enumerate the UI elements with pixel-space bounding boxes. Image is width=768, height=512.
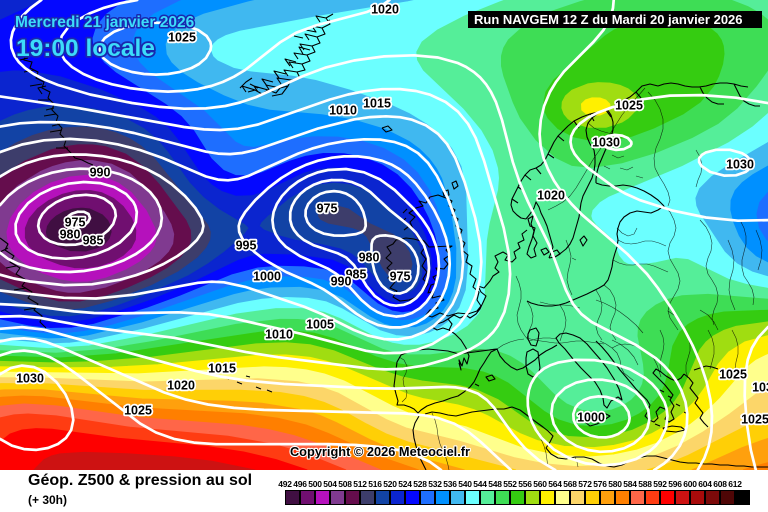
- svg-text:1025: 1025: [124, 404, 152, 418]
- svg-text:1000: 1000: [577, 411, 605, 425]
- svg-text:1030: 1030: [592, 136, 620, 150]
- svg-text:980: 980: [60, 228, 81, 242]
- svg-text:1025: 1025: [741, 413, 768, 427]
- svg-text:1010: 1010: [329, 104, 357, 118]
- svg-text:975: 975: [65, 216, 86, 230]
- svg-text:1015: 1015: [363, 97, 391, 111]
- svg-text:1000: 1000: [253, 270, 281, 284]
- svg-text:990: 990: [331, 275, 352, 289]
- svg-text:1030: 1030: [726, 158, 754, 172]
- svg-text:995: 995: [236, 239, 257, 253]
- svg-text:1030: 1030: [752, 381, 768, 395]
- svg-text:1025: 1025: [719, 368, 747, 382]
- svg-text:975: 975: [317, 202, 338, 216]
- svg-text:980: 980: [359, 251, 380, 265]
- svg-text:1020: 1020: [537, 189, 565, 203]
- svg-text:1025: 1025: [168, 31, 196, 45]
- svg-text:Copyright © 2026 Meteociel.fr: Copyright © 2026 Meteociel.fr: [290, 444, 470, 459]
- svg-text:1020: 1020: [167, 379, 195, 393]
- svg-text:1005: 1005: [306, 318, 334, 332]
- svg-text:19:00 locale: 19:00 locale: [16, 35, 155, 62]
- svg-text:Mercredi 21 janvier 2026: Mercredi 21 janvier 2026: [15, 14, 195, 31]
- svg-text:1020: 1020: [371, 3, 399, 17]
- svg-text:985: 985: [346, 268, 367, 282]
- svg-text:975: 975: [390, 270, 411, 284]
- svg-text:990: 990: [90, 166, 111, 180]
- svg-text:1015: 1015: [208, 362, 236, 376]
- svg-text:1025: 1025: [615, 99, 643, 113]
- svg-text:1010: 1010: [265, 328, 293, 342]
- svg-text:985: 985: [83, 234, 104, 248]
- svg-text:1030: 1030: [16, 372, 44, 386]
